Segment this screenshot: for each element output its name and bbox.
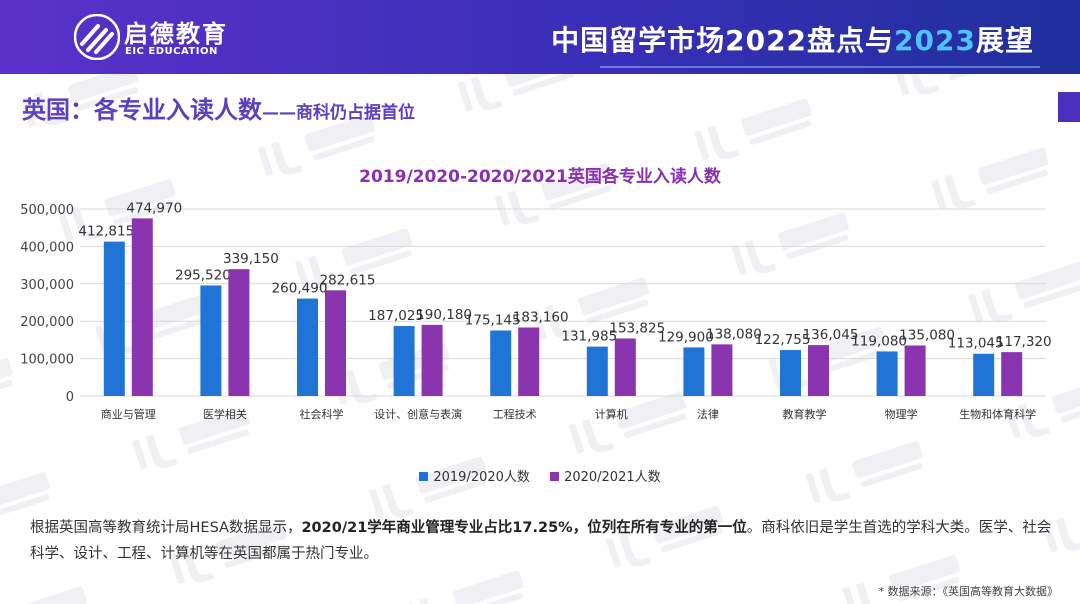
bar-1 [490,330,512,396]
data-source-note: * 数据来源：《英国高等教育大数据》 [878,585,1059,598]
bar-chart: 0 100,000 200,000 300,000 400,000 500,000 412,… [20,200,1052,421]
y-tick-label: 100,000 [20,353,74,368]
x-tick-label: 教育教学 [783,407,827,421]
legend-swatch-series1 [419,472,429,481]
chart-title: 2019/2020-2020/2021英国各专业入读人数 [359,167,721,187]
data-label: 474,970 [126,200,182,216]
legend-label-series1: 2019/2020人数 [433,470,530,485]
data-label: 135,080 [899,327,955,343]
x-tick-label: 医学相关 [203,407,247,421]
x-tick-label: 物理学 [885,407,918,421]
section-title: 英国：各专业入读人数——商科仍占据首位 [22,90,415,125]
data-label: 129,900 [658,329,714,345]
bar-1 [876,351,898,396]
data-label: 175,145 [465,312,521,328]
logo-subtext: EIC EDUCATION [125,46,218,57]
data-label: 260,490 [272,281,328,297]
x-tick-label: 社会科学 [300,407,344,421]
legend-swatch-series2 [550,472,560,481]
bar-1 [297,298,318,396]
data-label: 187,025 [368,308,424,324]
section-subtitle: ——商科仍占据首位 [262,103,415,123]
bar-2 [808,345,829,396]
y-tick-label: 300,000 [20,278,74,293]
bar-2 [421,324,443,396]
data-label: 117,320 [996,334,1052,350]
bar-1 [200,285,222,396]
bar-2 [614,338,636,396]
bar-2 [228,269,250,396]
bar-2 [904,345,926,396]
data-label: 190,180 [416,307,472,323]
description-text: 根据英国高等教育统计局HESA数据显示，2020/21学年商业管理专业占比17.… [30,515,1060,567]
description-end: 。商科依旧是学生首选的学科大类。医学、社会科学、设计、工程、计算机等在英国都属于… [30,520,1052,562]
data-label: 339,150 [223,251,279,267]
header-bar: 启德教育 EIC EDUCATION 中国留学市场2022盘点与2023展望 [0,0,1080,74]
data-label: 136,045 [803,327,859,343]
y-tick-label: 200,000 [20,315,74,330]
x-tick-label: 法律 [697,407,719,421]
report-title-year: 2023 [894,24,976,57]
legend-item-series1: 2019/2020人数 [419,466,530,485]
bar-1 [683,347,705,396]
bar-1 [393,326,415,396]
data-label: 153,825 [609,320,665,336]
chart-legend: 2019/2020人数 2020/2021人数 [0,466,1080,485]
bar-1 [586,346,608,396]
bar-2 [1001,352,1023,396]
x-tick-label: 商业与管理 [101,407,156,421]
x-tick-label: 计算机 [595,407,628,421]
description-highlight: 2020/21学年商业管理专业占比17.25%，位列在所有专业的第一位 [301,520,747,536]
y-tick-label: 400,000 [20,240,74,255]
bar-1 [973,353,995,396]
bar-1 [780,350,801,396]
y-tick-label: 0 [66,390,74,405]
data-label: 138,080 [706,326,762,342]
report-title-part2: 展望 [975,24,1034,57]
data-label: 183,160 [513,309,569,325]
x-tick-label: 生物和体育科学 [959,407,1036,421]
y-tick-label: 500,000 [20,203,74,218]
legend-label-series2: 2020/2021人数 [564,470,661,485]
legend-item-series2: 2020/2021人数 [550,466,661,485]
data-label: 412,815 [78,224,134,240]
bar-2 [325,290,346,396]
data-label: 282,615 [320,272,376,288]
x-tick-label: 设计、创意与表演 [374,407,462,421]
bar-2 [131,218,153,396]
report-title-part1: 中国留学市场2022盘点与 [551,24,895,57]
logo-text: 启德教育 [124,20,228,48]
data-label: 295,520 [175,267,231,283]
header-divider [600,66,1040,68]
bar-1 [103,241,125,396]
data-label: 113,045 [948,336,1004,352]
section-title-main: 英国：各专业入读人数 [22,96,262,124]
data-label: 131,985 [561,329,617,345]
data-label: 119,080 [851,333,907,349]
report-title: 中国留学市场2022盘点与2023展望 [551,19,1034,59]
description-start: 根据英国高等教育统计局HESA数据显示， [30,520,302,536]
bar-2 [711,344,733,396]
bar-2 [518,327,540,396]
data-label: 122,755 [755,332,811,348]
x-tick-label: 工程技术 [493,408,537,421]
corner-accent [1058,92,1080,122]
logo-icon [74,14,120,60]
